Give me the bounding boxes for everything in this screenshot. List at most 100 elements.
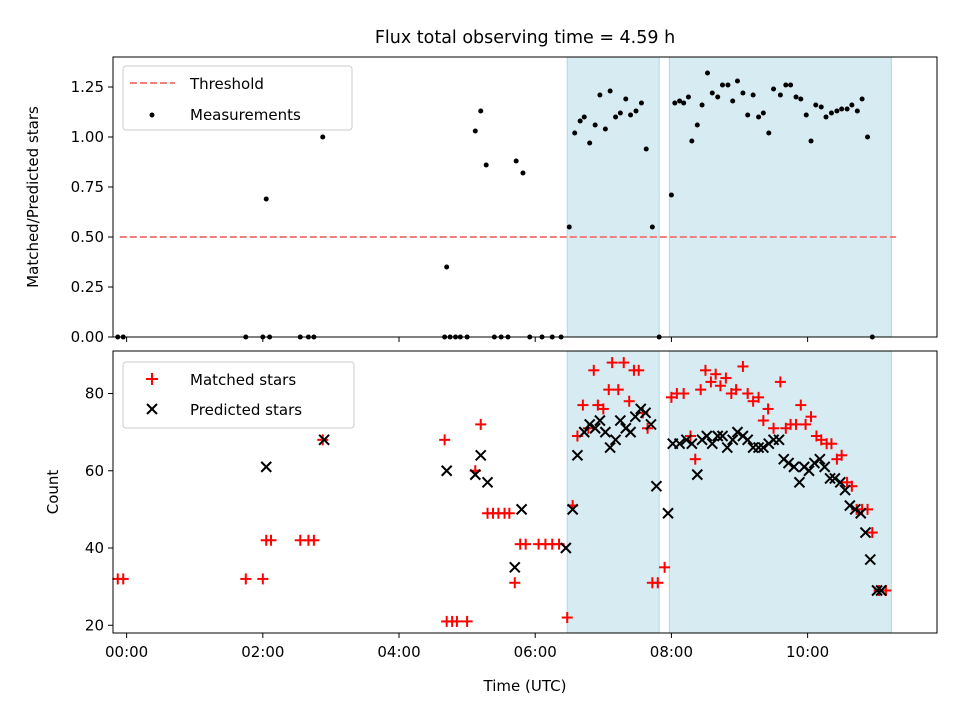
bottom-xlabel: Time (UTC)	[483, 677, 567, 695]
legend-matched-label: Matched stars	[190, 371, 296, 389]
predicted-star-point	[609, 434, 622, 446]
predicted-star-point	[849, 503, 861, 516]
measurement-point	[689, 138, 695, 144]
predicted-star-point	[515, 503, 528, 516]
predicted-star-point	[673, 438, 686, 450]
measurement-point	[677, 98, 683, 104]
measurement-point	[808, 138, 814, 144]
measurement-point	[685, 94, 691, 100]
measurement-point	[587, 140, 593, 146]
matched-star-point	[800, 418, 812, 430]
matched-star-point	[439, 434, 451, 446]
top-panel: 0.00 0.25 0.50 0.75 1.00 1.25 Matched/Predict…	[24, 56, 938, 346]
measurement-point	[607, 88, 613, 94]
measurement-point	[566, 224, 572, 230]
predicted-star-point	[864, 553, 876, 566]
measurement-point	[709, 90, 715, 96]
legend-threshold-label: Threshold	[189, 75, 264, 93]
predicted-star-point	[260, 461, 272, 473]
measurement-point	[699, 102, 705, 108]
measurement-point	[849, 102, 855, 108]
measurement-point	[719, 82, 725, 88]
predicted-star-point	[875, 584, 887, 597]
predicted-star-point	[721, 441, 733, 454]
predicted-star-point	[566, 503, 579, 516]
bottom-x-tick-label: 02:00	[241, 643, 284, 661]
measurement-point	[854, 108, 860, 114]
measurement-point	[444, 264, 450, 270]
measurement-point	[823, 114, 829, 120]
measurement-point	[766, 130, 772, 136]
matched-star-point	[742, 387, 754, 399]
matched-star-point	[475, 418, 487, 430]
measurement-point	[705, 70, 711, 76]
matched-star-point	[561, 612, 573, 624]
measurement-point	[793, 94, 799, 100]
matched-star-point	[633, 364, 645, 376]
predicted-star-point	[571, 449, 584, 462]
predicted-star-point	[509, 561, 521, 574]
measurement-point	[513, 158, 519, 164]
matched-star-point	[720, 372, 732, 384]
bottom-y-tick-label: 60	[85, 462, 104, 480]
measurement-point	[803, 112, 809, 118]
predicted-star-point	[469, 468, 481, 481]
matched-star-point	[689, 453, 701, 465]
bottom-observing-span	[668, 350, 892, 634]
bottom-legend-box	[122, 361, 355, 429]
bottom-x-tick-label: 00:00	[105, 643, 148, 661]
predicted-star-point	[752, 441, 765, 454]
legend-measurements-swatch	[149, 112, 155, 118]
matched-star-point	[612, 384, 624, 396]
matched-star-point	[790, 418, 802, 430]
predicted-star-point	[814, 453, 826, 465]
measurement-point	[617, 110, 623, 116]
predicted-star-point	[855, 507, 867, 519]
measurement-point	[730, 98, 736, 104]
matched-star-point	[762, 403, 774, 415]
bottom-y-tick-label: 40	[85, 539, 104, 557]
matched-star-point	[265, 534, 277, 546]
measurement-point	[681, 100, 687, 106]
measurement-point	[734, 78, 740, 84]
measurement-point	[725, 82, 731, 88]
bottom-ylabel: Count	[44, 470, 62, 515]
predicted-star-point	[686, 438, 698, 450]
measurement-point	[865, 134, 871, 140]
measurement-point	[520, 170, 526, 176]
matched-star-point	[451, 615, 463, 627]
measurement-point	[672, 100, 678, 106]
matched-star-point	[753, 391, 765, 403]
predicted-star-point	[829, 472, 841, 485]
predicted-star-point	[773, 434, 785, 446]
predicted-stars-points	[260, 403, 887, 597]
predicted-star-point	[701, 430, 713, 442]
matched-star-point	[597, 403, 609, 415]
measurement-point	[628, 112, 634, 118]
matched-star-point	[768, 422, 780, 434]
predicted-star-point	[624, 426, 637, 438]
measurement-point	[818, 104, 824, 110]
chart-title: Flux total observing time = 4.59 h	[375, 28, 675, 48]
predicted-star-point	[645, 418, 657, 431]
predicted-star-point	[599, 426, 612, 438]
top-observing-span	[668, 56, 892, 338]
predicted-star-point	[824, 472, 836, 485]
bottom-x-ticks: 00:00 02:00 04:00 06:00 08:00 10:00	[105, 633, 829, 661]
measurement-point	[771, 86, 777, 92]
measurement-point	[581, 114, 587, 120]
top-observing-span	[566, 56, 660, 338]
bottom-observing-span	[566, 350, 660, 634]
predicted-star-point	[475, 449, 487, 462]
matched-star-point	[659, 561, 671, 573]
matched-star-point	[699, 364, 711, 376]
matched-star-point	[825, 438, 837, 450]
predicted-star-point	[834, 476, 847, 489]
matched-stars-points	[112, 357, 892, 627]
top-ylabel: Matched/Predicted stars	[24, 106, 42, 288]
top-y-tick-label: 1.25	[71, 78, 104, 96]
predicted-star-point	[560, 542, 572, 554]
bottom-y-ticks: 20 40 60 80	[85, 384, 113, 634]
measurement-point	[740, 90, 746, 96]
matched-star-point	[577, 399, 589, 411]
